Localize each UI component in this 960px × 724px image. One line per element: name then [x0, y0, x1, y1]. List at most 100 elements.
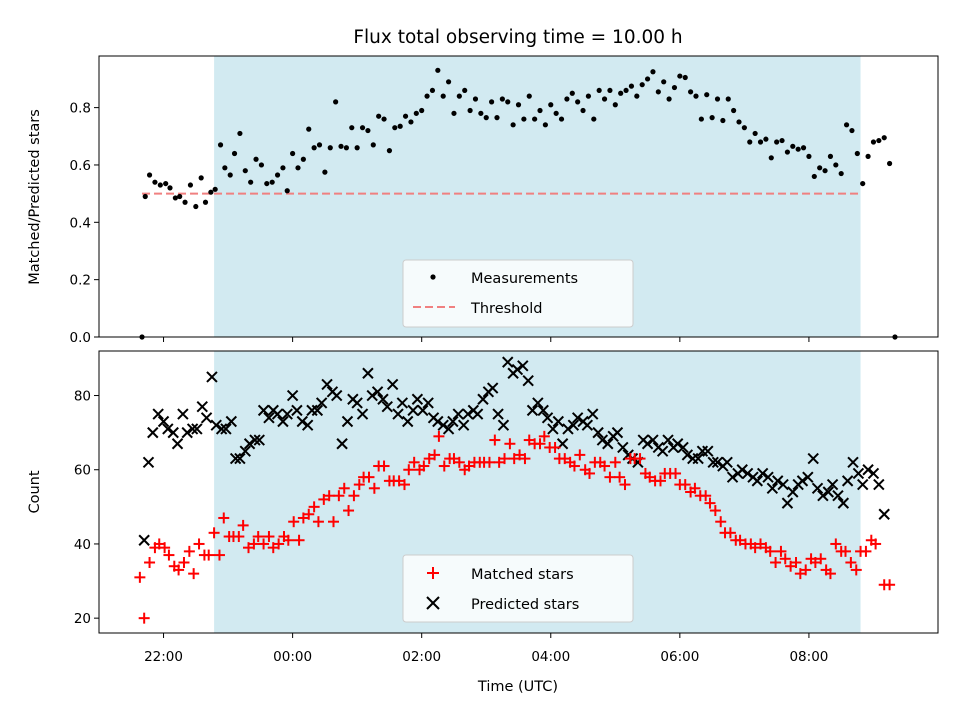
- predicted-star-marker: [617, 441, 629, 454]
- measurement-point: [532, 116, 538, 122]
- measurement-point: [779, 137, 785, 144]
- x-tick-label: 02:00: [402, 649, 441, 665]
- predicted-star-marker: [452, 408, 464, 420]
- predicted-star-marker: [142, 456, 155, 469]
- measurement-point: [833, 162, 839, 168]
- x-tick-label: 06:00: [660, 649, 699, 665]
- matched-star-marker: [312, 516, 324, 528]
- measurement-point: [295, 165, 301, 171]
- matched-star-marker: [830, 538, 842, 550]
- predicted-star-marker: [471, 408, 484, 420]
- predicted-star-marker: [152, 408, 164, 420]
- measurement-point: [725, 96, 731, 102]
- predicted-star-marker: [492, 408, 504, 420]
- matched-star-marker: [860, 545, 872, 557]
- x-axis-label: Time (UTC): [477, 679, 558, 695]
- top-legend: Measurements Threshold: [402, 259, 634, 328]
- predicted-star-marker: [243, 438, 256, 450]
- matched-star-marker: [248, 538, 260, 550]
- measurement-point: [515, 102, 522, 108]
- matched-star-marker: [599, 460, 611, 472]
- matched-star-marker: [775, 545, 787, 557]
- predicted-star-marker: [517, 360, 529, 372]
- matched-star-marker: [303, 508, 315, 520]
- x-tick-label: 04:00: [531, 649, 570, 665]
- predicted-star-marker: [477, 393, 489, 405]
- measurement-point: [248, 179, 254, 185]
- matched-star-marker: [163, 549, 175, 561]
- predicted-star-marker: [315, 397, 328, 409]
- matched-star-marker: [800, 564, 812, 576]
- predicted-star-marker: [147, 426, 159, 439]
- measurement-point: [612, 102, 618, 108]
- measurement-point: [634, 93, 640, 99]
- measurement-point: [424, 93, 430, 99]
- matched-star-marker: [263, 531, 275, 543]
- top-y-axis-label: Matched/Predicted stars: [27, 109, 43, 285]
- predicted-star-marker: [807, 452, 819, 465]
- predicted-star-marker: [257, 404, 270, 417]
- predicted-star-marker: [336, 438, 348, 450]
- measurement-point: [731, 107, 737, 114]
- measurement-point: [865, 153, 871, 159]
- predicted-star-marker: [447, 415, 459, 428]
- measurement-point: [182, 199, 188, 205]
- bottom-x-axis: 22:00 00:00 02:00 04:00 06:00 08:00: [144, 633, 828, 665]
- measurement-point: [451, 110, 457, 116]
- measurement-point: [316, 142, 323, 148]
- matched-star-marker: [208, 527, 220, 539]
- predicted-star-marker: [291, 404, 303, 417]
- predicted-star-marker: [641, 438, 654, 450]
- matched-star-marker: [188, 568, 200, 580]
- measurement-point: [553, 110, 559, 116]
- matched-star-marker: [159, 542, 171, 554]
- matched-star-marker: [824, 568, 836, 580]
- predicted-star-marker: [296, 415, 309, 428]
- predicted-star-marker: [462, 408, 474, 420]
- predicted-star-marker: [225, 415, 238, 428]
- matched-star-marker: [408, 456, 420, 468]
- predicted-star-marker: [277, 415, 289, 428]
- measurement-point: [682, 74, 688, 81]
- legend-measurements-marker: [430, 274, 436, 280]
- measurement-point: [580, 107, 586, 114]
- predicted-star-marker: [186, 423, 199, 435]
- matched-star-marker: [333, 490, 345, 502]
- bottom-legend: Matched stars Predicted stars: [402, 554, 634, 623]
- measurement-point: [172, 195, 178, 201]
- predicted-star-marker: [852, 467, 865, 480]
- measurement-point: [392, 125, 398, 131]
- matched-star-marker: [884, 579, 896, 591]
- measurement-point: [569, 90, 575, 96]
- predicted-star-marker: [371, 386, 384, 398]
- y-tick-label: 0.6: [70, 158, 91, 174]
- measurement-point: [736, 119, 742, 125]
- measurement-point: [483, 115, 489, 121]
- measurement-point: [806, 153, 812, 159]
- predicted-star-marker: [407, 404, 419, 417]
- y-tick-label: 40: [74, 537, 91, 553]
- matched-star-marker: [213, 549, 225, 561]
- measurement-point: [795, 146, 801, 152]
- predicted-star-marker: [711, 456, 724, 469]
- measurement-point: [462, 87, 468, 94]
- predicted-star-marker: [756, 467, 769, 480]
- predicted-star-marker: [532, 397, 544, 409]
- predicted-star-marker: [442, 423, 455, 435]
- measurement-point: [768, 155, 774, 161]
- measurement-point: [322, 169, 328, 175]
- measurement-point: [677, 73, 683, 79]
- measurement-point: [607, 87, 613, 94]
- measurement-point: [628, 83, 635, 89]
- matched-star-marker: [144, 557, 156, 568]
- predicted-star-marker: [157, 415, 170, 428]
- predicted-star-marker: [878, 508, 890, 520]
- measurement-point: [264, 180, 270, 187]
- measurement-point: [435, 67, 441, 73]
- matched-star-marker: [429, 449, 441, 461]
- matched-star-marker: [634, 453, 646, 465]
- measurement-point: [526, 93, 532, 99]
- measurement-point: [478, 110, 484, 116]
- legend-threshold-label: Threshold: [470, 301, 542, 317]
- measurement-point: [338, 143, 344, 149]
